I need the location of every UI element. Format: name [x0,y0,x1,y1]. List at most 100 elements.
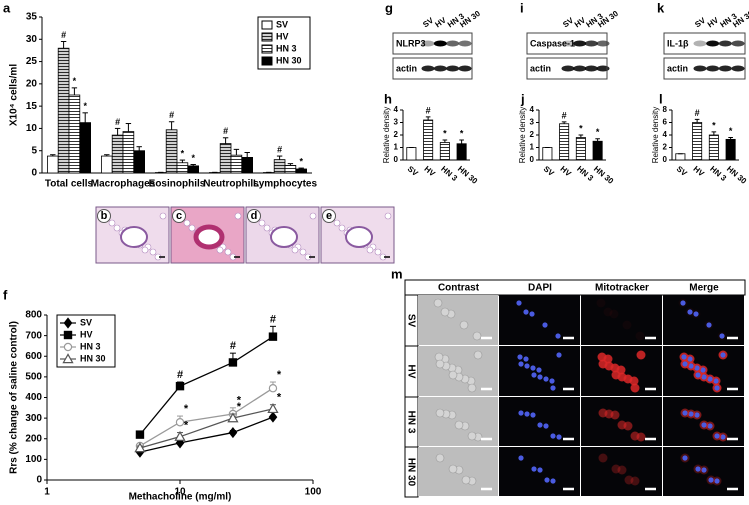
bar [47,155,59,174]
x-tick-label: SV [675,164,689,178]
x-tick-label: HN 3 [575,164,595,183]
cell-mito [609,309,619,319]
series-line [139,336,274,436]
blot-band [421,40,435,47]
blot-frame [526,32,608,55]
y-tick-label: 2 [394,130,399,139]
bar [273,159,286,174]
x-tick-label: SV [406,164,420,178]
bar [725,138,736,161]
cell-mito [611,464,621,474]
x-tick-label: Lymphocytes [253,179,318,190]
bar [68,94,81,174]
bar [133,150,146,174]
cell-nucleus [701,467,707,473]
blot-band [596,40,610,47]
y-tick-label: 0 [31,168,37,179]
alveolus [108,219,116,227]
cell-mito [624,475,634,485]
y-tick-label: 500 [25,372,42,383]
cell [467,431,477,441]
legend-label: HN 3 [276,43,297,53]
panel-letter: f [3,287,8,302]
cell-mito [598,408,608,418]
cell-nucleus [701,422,707,428]
cell-nucleus [693,311,699,317]
blot-band [573,65,587,72]
cell [435,359,445,369]
blot-band [718,40,732,47]
row-label: HV [405,365,416,379]
cell-mito [598,359,608,369]
cell-mito [636,350,646,360]
bar [675,153,686,161]
cell-mito [603,307,613,317]
cell-mito [622,320,632,330]
cell-nucleus [714,385,720,391]
x-tick-label: 1 [44,487,50,498]
alveolus [141,246,149,254]
panel-letter: m [391,266,403,281]
blot-frame [392,57,473,80]
y-axis-label: X10⁴ cells/ml [9,64,20,126]
marker [268,411,278,423]
y-tick-label: 4 [394,105,399,114]
panel-letter-bg [247,209,261,223]
x-tick-label: Neutrophils [203,179,259,190]
panel-letter: j [520,91,525,106]
cell-nucleus [680,300,686,306]
cell-nucleus [518,410,524,416]
y-tick-label: 3 [530,118,535,127]
alveolus [263,224,271,232]
panel-letter: d [251,210,258,222]
legend-label: HN 3 [80,341,101,351]
bar [230,154,243,174]
column-header: Merge [689,283,719,294]
cell-nucleus [518,361,524,367]
cell-nucleus [516,300,522,306]
cell [448,464,458,474]
alveolus [299,248,307,256]
alveolus [159,212,167,220]
cell-nucleus [694,365,700,371]
blot-band [573,40,587,47]
significance-mark: # [61,30,66,40]
cell-nucleus [682,455,688,461]
marker [174,430,186,441]
cell-nucleus [713,378,719,384]
blot-band [718,65,732,72]
cell-nucleus [543,423,549,429]
cell-nucleus [688,363,694,369]
marker [175,418,185,427]
marker [267,403,279,414]
significance-mark: * [443,128,447,138]
x-tick-label: Total cells [45,179,94,190]
bar [176,162,189,174]
cell [454,420,464,430]
legend-label: SV [276,19,288,29]
bar [439,142,450,161]
y-tick-label: 4 [663,130,668,139]
blot-target-label: NLRP3 [396,38,426,48]
blot-band [584,65,598,72]
bar [57,47,70,174]
blot-band [731,40,745,47]
significance-mark: * [712,120,716,130]
x-tick-label: HV [691,164,706,178]
bar [423,119,434,161]
cell-nucleus [523,356,529,362]
x-tick-label: HV [422,164,437,178]
y-axis-label: Relative density [382,107,391,163]
column-header: DAPI [528,283,552,294]
blot-control-label: actin [530,63,551,73]
y-tick-label: 5 [31,145,37,156]
y-tick-label: 25 [26,56,38,67]
cell-mito [597,352,607,362]
cell-nucleus [687,356,693,362]
series-line [139,387,274,447]
bar [241,156,254,174]
bar [575,137,586,161]
blot-band [458,40,472,47]
cell-nucleus [550,478,556,484]
cell-mito [617,420,627,430]
